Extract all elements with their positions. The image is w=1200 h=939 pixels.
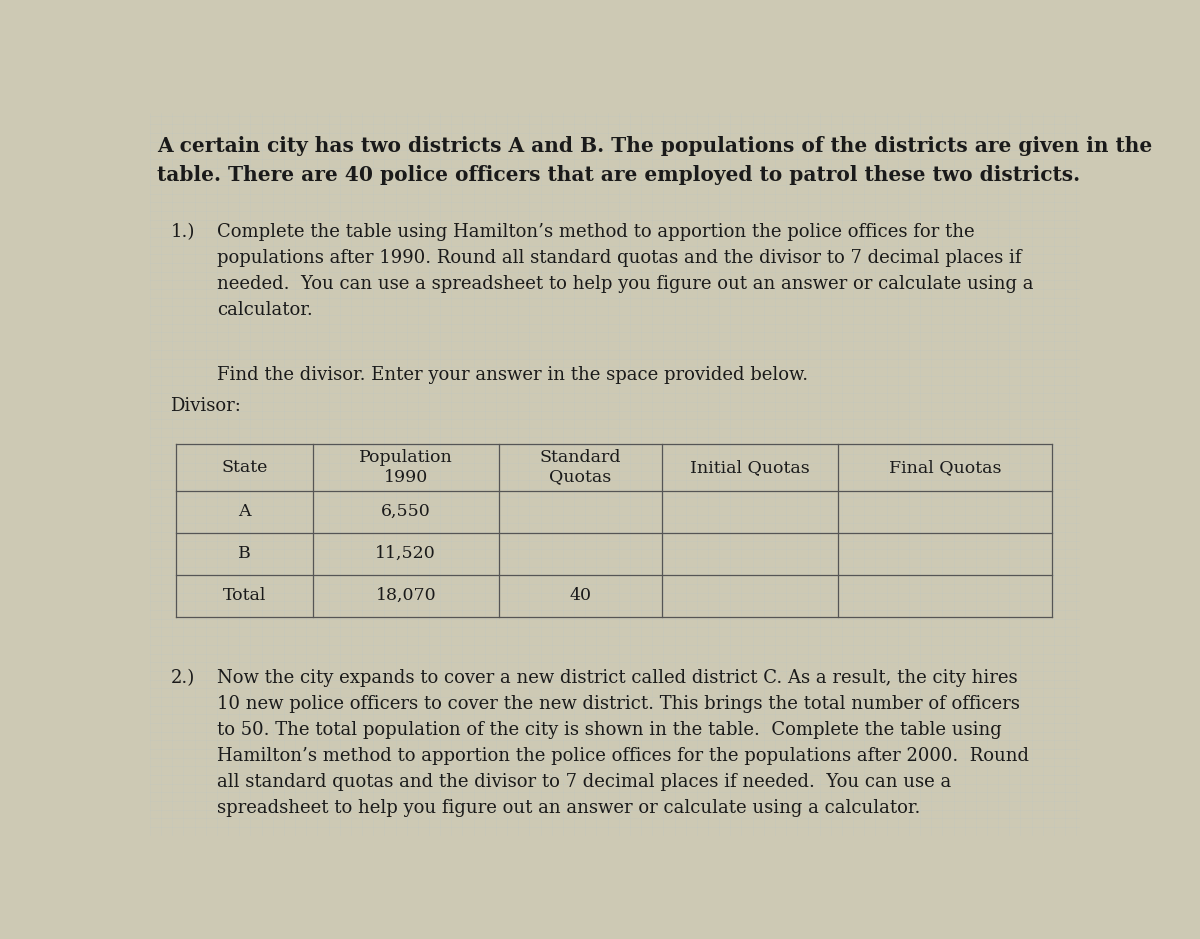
Text: calculator.: calculator. — [217, 300, 313, 318]
Text: 1.): 1.) — [170, 223, 194, 240]
Text: populations after 1990. Round all standard quotas and the divisor to 7 decimal p: populations after 1990. Round all standa… — [217, 249, 1021, 267]
Text: 10 new police officers to cover the new district. This brings the total number o: 10 new police officers to cover the new … — [217, 695, 1020, 713]
Text: Find the divisor. Enter your answer in the space provided below.: Find the divisor. Enter your answer in t… — [217, 365, 808, 384]
Text: Final Quotas: Final Quotas — [889, 459, 1001, 476]
Text: State: State — [221, 459, 268, 476]
Text: 2.): 2.) — [170, 669, 194, 686]
Text: 40: 40 — [569, 587, 592, 604]
Text: spreadsheet to help you figure out an answer or calculate using a calculator.: spreadsheet to help you figure out an an… — [217, 799, 920, 817]
Text: Initial Quotas: Initial Quotas — [690, 459, 810, 476]
Text: 6,550: 6,550 — [380, 503, 431, 520]
Text: table. There are 40 police officers that are employed to patrol these two distri: table. There are 40 police officers that… — [157, 164, 1080, 185]
Text: B: B — [238, 546, 251, 562]
Text: Now the city expands to cover a new district called district C. As a result, the: Now the city expands to cover a new dist… — [217, 669, 1018, 686]
Text: Complete the table using Hamilton’s method to apportion the police offices for t: Complete the table using Hamilton’s meth… — [217, 223, 974, 240]
Text: Divisor:: Divisor: — [170, 397, 241, 415]
Text: Standard
Quotas: Standard Quotas — [539, 449, 620, 485]
Text: needed.  You can use a spreadsheet to help you figure out an answer or calculate: needed. You can use a spreadsheet to hel… — [217, 274, 1033, 293]
Text: 11,520: 11,520 — [376, 546, 436, 562]
Text: A: A — [238, 503, 251, 520]
Text: all standard quotas and the divisor to 7 decimal places if needed.  You can use : all standard quotas and the divisor to 7… — [217, 773, 952, 791]
Text: Population
1990: Population 1990 — [359, 449, 452, 485]
Text: Total: Total — [223, 587, 266, 604]
Text: 18,070: 18,070 — [376, 587, 436, 604]
Text: Hamilton’s method to apportion the police offices for the populations after 2000: Hamilton’s method to apportion the polic… — [217, 747, 1028, 764]
Text: to 50. The total population of the city is shown in the table.  Complete the tab: to 50. The total population of the city … — [217, 721, 1002, 739]
Text: A certain city has two districts A and B. The populations of the districts are g: A certain city has two districts A and B… — [157, 136, 1153, 156]
